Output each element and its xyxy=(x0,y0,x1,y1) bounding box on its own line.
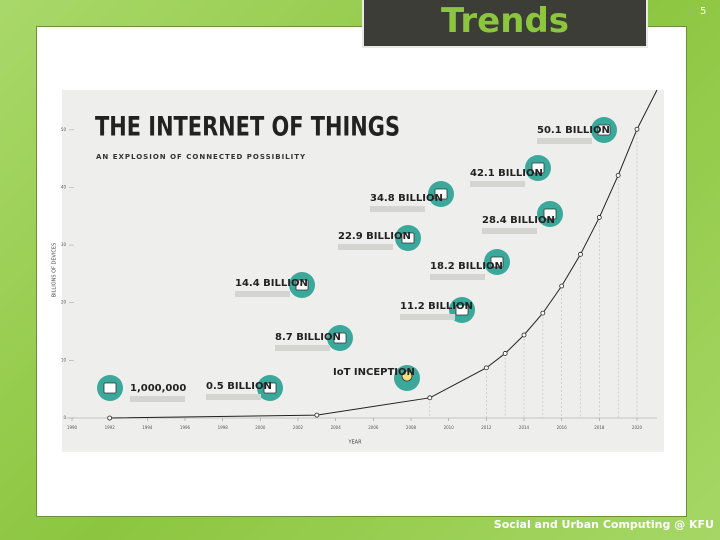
caption-placeholder xyxy=(470,181,525,187)
data-point xyxy=(427,395,433,401)
icon-glyph xyxy=(263,382,277,394)
data-point xyxy=(107,415,113,421)
x-tick-label: 2016 xyxy=(557,425,568,430)
caption-placeholder xyxy=(537,138,592,144)
data-point xyxy=(596,215,602,220)
icon-glyph xyxy=(103,382,117,394)
x-tick-label: 1996 xyxy=(180,425,191,430)
y-tick-label: 40 xyxy=(61,184,67,189)
caption-placeholder xyxy=(400,314,455,320)
data-point xyxy=(502,351,508,356)
data-point xyxy=(634,126,640,132)
data-point xyxy=(540,310,546,316)
x-tick-label: 1994 xyxy=(142,425,153,430)
x-tick-label: 2012 xyxy=(481,425,492,430)
x-tick-label: 2004 xyxy=(331,425,342,430)
x-tick-label: 2000 xyxy=(255,425,266,430)
chart-background xyxy=(62,90,664,452)
data-point xyxy=(615,172,621,178)
caption-placeholder xyxy=(338,244,393,250)
data-point xyxy=(314,412,320,418)
data-point xyxy=(559,283,565,289)
x-tick-label: 2020 xyxy=(632,425,643,430)
icon-glyph xyxy=(455,304,469,316)
slide-title: Trends xyxy=(440,1,570,41)
footer: Social and Urban Computing @ KFU xyxy=(493,518,714,531)
x-tick-label: 2014 xyxy=(519,425,530,430)
chart-title: THE INTERNET OF THINGS xyxy=(95,112,400,143)
y-tick-label: 50 xyxy=(61,127,67,132)
caption-placeholder xyxy=(370,206,425,212)
icon-glyph xyxy=(597,124,611,136)
y-tick-label: 0 xyxy=(63,415,66,420)
icon-glyph xyxy=(333,332,347,344)
y-tick-label: 20 xyxy=(61,300,67,305)
x-tick-label: 1990 xyxy=(67,425,78,430)
x-tick-label: 2006 xyxy=(368,425,379,430)
x-tick-label: 2018 xyxy=(594,425,605,430)
x-tick-label: 2010 xyxy=(444,425,455,430)
x-tick-label: 2002 xyxy=(293,425,304,430)
data-line xyxy=(109,129,638,419)
caption-placeholder xyxy=(430,274,485,280)
icon-glyph xyxy=(490,256,504,268)
value-label: 18.2 BILLION xyxy=(430,261,503,272)
y-tick-label: 30 xyxy=(61,242,67,247)
value-label: 11.2 BILLION xyxy=(400,301,473,312)
caption-placeholder xyxy=(482,228,537,234)
value-label: 14.4 BILLION xyxy=(235,278,308,289)
data-point xyxy=(483,365,489,371)
icon-glyph xyxy=(543,208,557,220)
value-label: 34.8 BILLION xyxy=(370,193,443,204)
value-label: 1,000,000 xyxy=(130,383,186,394)
data-point xyxy=(521,332,527,338)
value-label: 22.9 BILLION xyxy=(338,231,411,242)
value-label: 42.1 BILLION xyxy=(470,168,543,179)
x-tick-label: 1992 xyxy=(105,425,116,430)
x-axis-label: YEAR xyxy=(347,440,362,446)
caption-placeholder xyxy=(206,394,261,400)
caption-placeholder xyxy=(275,345,330,351)
icon-glyph xyxy=(401,370,413,382)
x-tick-label: 1998 xyxy=(218,425,229,430)
icon-glyph xyxy=(531,162,545,174)
caption-placeholder xyxy=(235,291,290,297)
icon-glyph xyxy=(295,279,309,291)
data-point xyxy=(578,251,583,257)
y-tick-label: 10 xyxy=(61,357,67,362)
y-axis-label: BILLIONS OF DEVICES xyxy=(52,243,58,298)
chart-subtitle: AN EXPLOSION OF CONNECTED POSSIBILITY xyxy=(96,153,306,161)
caption-placeholder xyxy=(130,396,185,402)
value-label: 8.7 BILLION xyxy=(275,332,341,343)
line-extension xyxy=(636,89,658,130)
value-label: 28.4 BILLION xyxy=(482,215,555,226)
icon-glyph xyxy=(401,232,415,244)
annotation: IoT INCEPTION xyxy=(333,367,415,378)
value-label: 0.5 BILLION xyxy=(206,381,272,392)
title-box: Trends xyxy=(362,0,648,48)
value-label: 50.1 BILLION xyxy=(537,125,610,136)
icon-glyph xyxy=(434,188,448,200)
x-tick-label: 2008 xyxy=(406,425,417,430)
page-number: 5 xyxy=(700,6,707,17)
